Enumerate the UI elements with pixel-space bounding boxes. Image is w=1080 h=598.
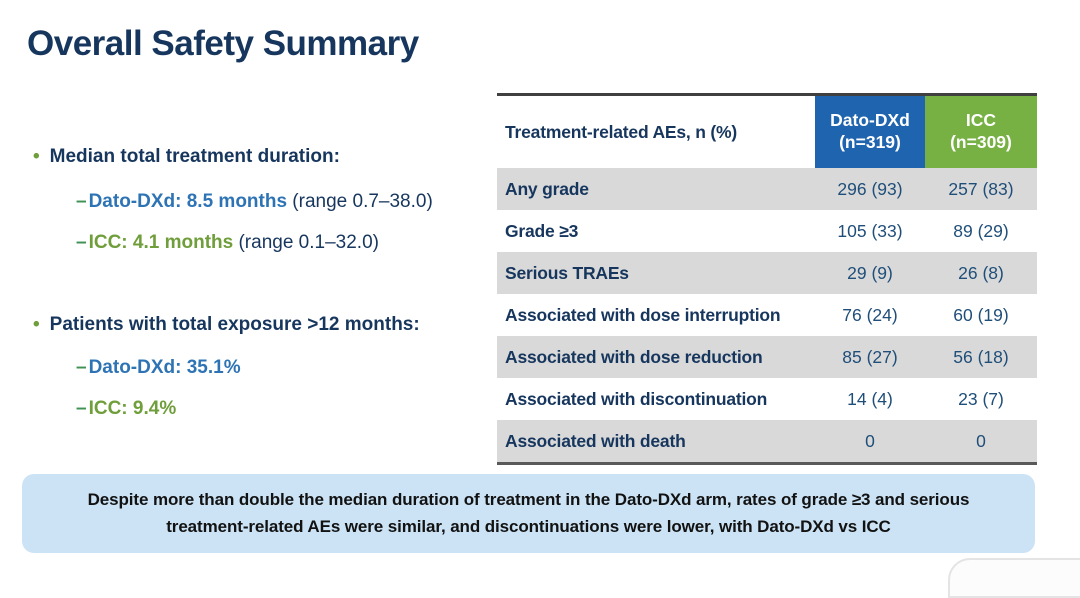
sub-item-datodxd-exposure: – Dato-DXd: 35.1% [76, 357, 241, 379]
table-row: Associated with dose reduction 85 (27) 5… [497, 336, 1037, 378]
sub-item-icc-duration: – ICC: 4.1 months (range 0.1–32.0) [76, 232, 379, 254]
bullet-label: Patients with total exposure >12 months: [49, 314, 420, 335]
table-row: Associated with dose interruption 76 (24… [497, 294, 1037, 336]
row-label: Any grade [505, 178, 589, 199]
table-header-icc: ICC (n=309) [925, 96, 1037, 168]
dash-icon: – [76, 357, 87, 378]
row-value-icc: 257 (83) [948, 178, 1014, 199]
row-label: Grade ≥3 [505, 220, 579, 241]
safety-table: Treatment-related AEs, n (%) Dato-DXd (n… [497, 93, 1037, 465]
sub-item-icc-exposure: – ICC: 9.4% [76, 398, 176, 420]
row-value-dato: 76 (24) [842, 304, 898, 325]
dash-icon: – [76, 232, 87, 253]
table-row: Serious TRAEs 29 (9) 26 (8) [497, 252, 1037, 294]
dash-icon: – [76, 398, 87, 419]
table-row: Associated with death 0 0 [497, 420, 1037, 462]
row-value-icc: 89 (29) [953, 220, 1009, 241]
row-value-icc: 56 (18) [953, 346, 1009, 367]
row-label: Serious TRAEs [505, 262, 629, 283]
row-value-dato: 105 (33) [837, 220, 903, 241]
bullet-dot-icon: • [33, 314, 40, 335]
bullet-label: Median total treatment duration: [49, 146, 340, 167]
row-value-icc: 60 (19) [953, 304, 1009, 325]
sub-item-strong: Dato-DXd: 35.1% [88, 357, 241, 378]
sub-item-range: (range 0.7–38.0) [287, 191, 433, 212]
row-label: Associated with dose reduction [505, 346, 763, 367]
row-value-icc: 26 (8) [958, 262, 1004, 283]
conclusion-callout: Despite more than double the median dura… [22, 474, 1035, 553]
partial-overlay-card [948, 558, 1080, 598]
header-arm-n: (n=309) [950, 132, 1012, 152]
table-header-label: Treatment-related AEs, n (%) [497, 96, 815, 168]
row-label: Associated with dose interruption [505, 304, 781, 325]
dash-icon: – [76, 191, 87, 212]
header-arm-name: Dato-DXd [830, 110, 910, 131]
row-label: Associated with death [505, 430, 686, 451]
sub-item-datodxd-duration: – Dato-DXd: 8.5 months (range 0.7–38.0) [76, 191, 433, 213]
table-header-row: Treatment-related AEs, n (%) Dato-DXd (n… [497, 96, 1037, 168]
table-row: Grade ≥3 105 (33) 89 (29) [497, 210, 1037, 252]
table-row: Associated with discontinuation 14 (4) 2… [497, 378, 1037, 420]
table-header-dato-dxd: Dato-DXd (n=319) [815, 96, 925, 168]
slide-title: Overall Safety Summary [27, 24, 419, 63]
row-value-icc: 0 [976, 430, 986, 451]
bullet-median-duration: • Median total treatment duration: [33, 146, 340, 168]
bullet-exposure: • Patients with total exposure >12 months… [33, 314, 420, 336]
row-value-dato: 14 (4) [847, 388, 893, 409]
table-row: Any grade 296 (93) 257 (83) [497, 168, 1037, 210]
header-arm-n: (n=319) [839, 132, 901, 152]
sub-item-range: (range 0.1–32.0) [233, 232, 379, 253]
sub-item-strong: Dato-DXd: 8.5 months [88, 191, 288, 212]
sub-item-strong: ICC: 9.4% [88, 398, 177, 419]
row-value-dato: 296 (93) [837, 178, 903, 199]
row-value-dato: 29 (9) [847, 262, 893, 283]
row-value-icc: 23 (7) [958, 388, 1004, 409]
header-arm-name: ICC [965, 110, 997, 131]
row-label: Associated with discontinuation [505, 388, 768, 409]
conclusion-text: Despite more than double the median dura… [87, 490, 970, 536]
sub-item-strong: ICC: 4.1 months [88, 232, 234, 253]
bullet-dot-icon: • [33, 146, 40, 167]
row-value-dato: 85 (27) [842, 346, 898, 367]
row-value-dato: 0 [865, 430, 875, 451]
